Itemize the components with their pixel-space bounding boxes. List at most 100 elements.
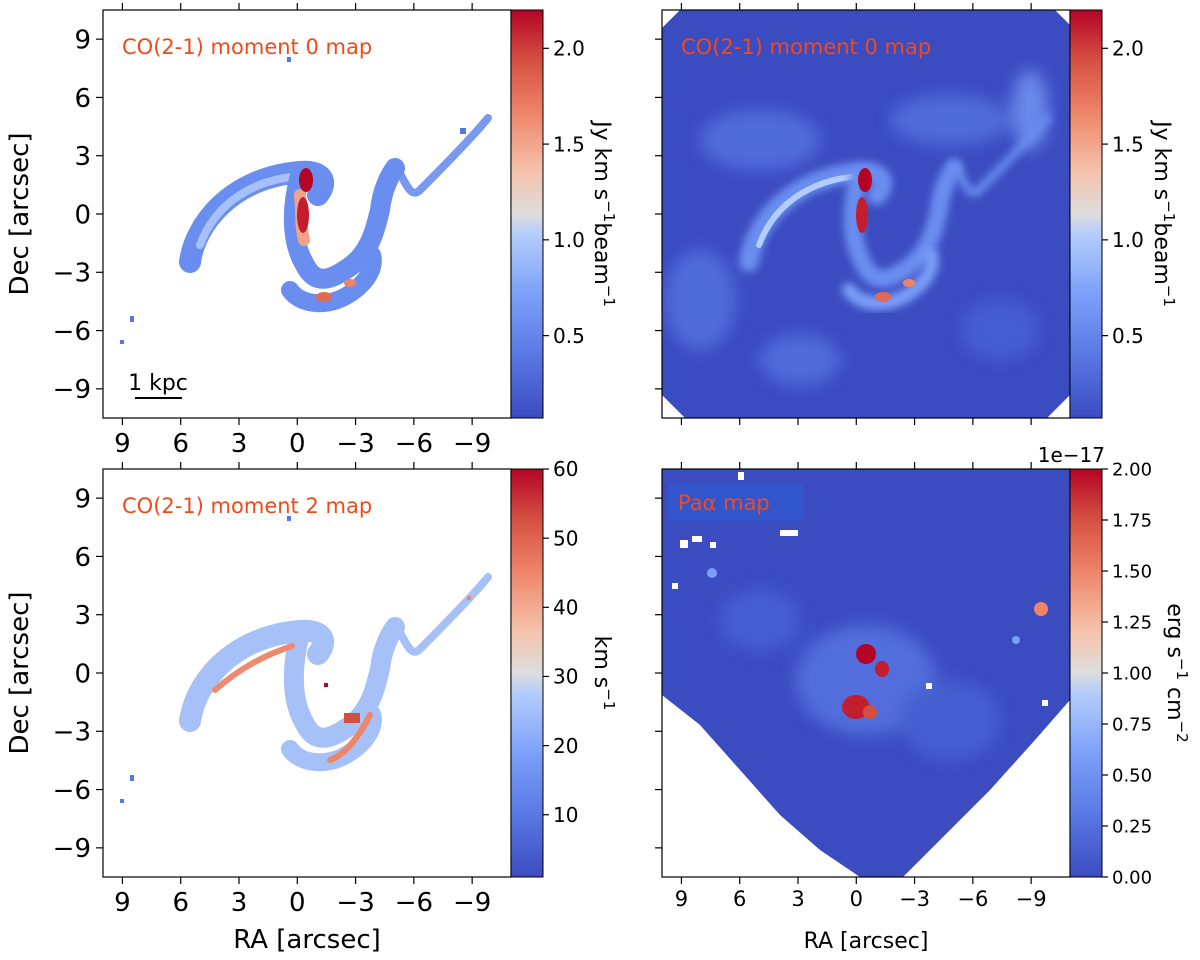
y-tick-label: −9 <box>53 834 91 864</box>
colorbar-gradient <box>1069 468 1103 878</box>
colorbar-ticks: 0.00 0.25 0.50 0.75 1.00 1.25 1.50 1.75 2.00 <box>1102 459 1152 888</box>
x-axis-label: RA [arcsec] <box>233 925 381 955</box>
colorbar-tick-label: 1.0 <box>1112 228 1144 252</box>
colorbar-label-part: −1 <box>1160 285 1178 307</box>
colorbar-tick-label: 1.75 <box>1112 510 1152 531</box>
panel-co-moment0-masked: 9 6 3 0 −3 −6 −9 9 6 3 0 −3 −6 −9 CO(2-1) moment 0 m… <box>5 3 618 459</box>
colorbar-tick-label: 10 <box>553 803 578 827</box>
diffuse-emission <box>665 70 1048 385</box>
colorbar: 0.51.01.52.0 Jy km s−1beam−1 <box>510 9 618 419</box>
x-tick-label: −6 <box>957 887 988 911</box>
point-sources <box>707 568 1048 719</box>
y-tick-label: 6 <box>74 84 91 114</box>
colorbar-tick-label: 1.5 <box>553 132 585 156</box>
x-tick-label: 6 <box>172 888 189 918</box>
colorbar: 0.00 0.25 0.50 0.75 1.00 1.25 1.50 1.75 2.00 erg… <box>1038 443 1191 888</box>
diffuse-emission <box>720 590 1000 760</box>
y-ticks: 9 6 3 0 −3 −6 −9 <box>53 26 103 405</box>
scalebar: 1 kpc <box>128 371 188 399</box>
colorbar: 10 20 30 40 50 60 km s−1 <box>510 457 618 878</box>
colorbar-label-part: −1 <box>1173 658 1191 680</box>
x-tick-label: −9 <box>453 429 491 459</box>
x-ticks <box>680 3 1032 425</box>
y-tick-label: 9 <box>74 485 91 515</box>
x-tick-label: −9 <box>1016 887 1047 911</box>
y-tick-label: −3 <box>53 259 91 289</box>
colorbar-tick-label: 0.00 <box>1112 867 1152 888</box>
colorbar-label-part: beam <box>589 222 614 284</box>
x-tick-label: 9 <box>675 887 688 911</box>
colorbar-ticks: 10 20 30 40 50 60 <box>543 457 578 827</box>
colorbar-tick-label: 1.50 <box>1112 561 1152 582</box>
colorbar-ticks: 0.5 1.0 1.5 2.0 <box>1102 37 1144 348</box>
y-ticks: 9 6 3 0 −3 −6 −9 <box>53 485 103 864</box>
x-tick-label: −9 <box>453 888 491 918</box>
map-image <box>103 10 511 418</box>
x-tick-label: 3 <box>231 888 248 918</box>
colorbar-tick-label: 2.0 <box>1112 37 1144 61</box>
colorbar-label-part: −1 <box>600 688 618 710</box>
colorbar-tick-label: 2.00 <box>1112 459 1152 480</box>
colorbar-gradient <box>510 468 544 878</box>
spiral-emission <box>739 114 1051 311</box>
colorbar-label: km s−1 <box>589 636 618 711</box>
y-axis-label: Dec [arcsec] <box>5 132 35 295</box>
x-axis-label: RA [arcsec] <box>804 929 929 954</box>
x-tick-label: 0 <box>850 887 863 911</box>
y-axis-label: Dec [arcsec] <box>5 591 35 754</box>
map-image <box>662 10 1070 418</box>
map-image <box>662 469 1070 877</box>
colorbar-tick-label: 20 <box>553 734 578 758</box>
x-tick-label: 6 <box>733 887 746 911</box>
x-tick-label: 3 <box>231 429 248 459</box>
colorbar-tick-label: 30 <box>553 665 578 689</box>
masked-pixels <box>672 472 1048 706</box>
colorbar-label-part: beam <box>1149 222 1174 284</box>
x-ticks: 9 6 3 0 −3 −6 −9 <box>675 462 1047 911</box>
x-tick-label: −6 <box>395 429 433 459</box>
y-tick-label: 0 <box>74 659 91 689</box>
x-ticks: 9 6 3 0 −3 −6 −9 <box>114 462 491 918</box>
colorbar-label-part: Jy km s <box>1149 119 1174 200</box>
panel-title: CO(2-1) moment 0 map <box>681 35 931 59</box>
y-tick-label: 9 <box>74 26 91 56</box>
y-ticks <box>655 38 662 390</box>
x-tick-label: 0 <box>289 429 306 459</box>
spiral-emission <box>120 516 492 803</box>
colorbar-label-part: −1 <box>1160 200 1178 222</box>
colorbar-gradient <box>1069 9 1103 419</box>
colorbar-tick-label: 0.5 <box>1112 324 1144 348</box>
y-tick-label: 0 <box>74 200 91 230</box>
x-tick-label: 9 <box>114 429 131 459</box>
y-tick-label: −6 <box>53 317 91 347</box>
y-tick-label: 6 <box>74 543 91 573</box>
colorbar-label: erg s−1 cm−2 <box>1162 603 1191 742</box>
colorbar-gradient <box>510 9 544 419</box>
colorbar-label-part: −1 <box>600 285 618 307</box>
x-tick-label: 6 <box>172 429 189 459</box>
y-tick-label: −6 <box>53 776 91 806</box>
panel-co-moment0-full: CO(2-1) moment 0 map 0.5 1.0 1.5 2.0 Jy km … <box>655 3 1178 425</box>
panel-title: CO(2-1) moment 2 map <box>122 494 372 518</box>
y-tick-label: −9 <box>53 375 91 405</box>
colorbar-tick-label: 40 <box>553 596 578 620</box>
colorbar-tick-label: 60 <box>553 457 578 481</box>
colorbar-tick-label: 1.25 <box>1112 612 1152 633</box>
x-tick-label: −3 <box>899 887 930 911</box>
colorbar-label-part: −1 <box>600 200 618 222</box>
colorbar-label-part: km s <box>589 636 614 689</box>
x-tick-label: −3 <box>336 888 374 918</box>
colorbar-tick-label: 0.75 <box>1112 714 1152 735</box>
colorbar-label-part: −2 <box>1173 721 1191 743</box>
colorbar-tick-label: 0.5 <box>553 324 585 348</box>
colorbar: 0.51.01.52.0 Jy km s−1beam−1 <box>1069 9 1178 419</box>
colorbar-tick-label: 1.0 <box>553 228 585 252</box>
colorbar-label: Jy km s−1beam−1 <box>589 119 618 307</box>
spiral-emission <box>120 57 492 344</box>
colorbar-offset: 1e−17 <box>1038 443 1105 467</box>
y-tick-label: 3 <box>74 601 91 631</box>
colorbar-tick-label: 0.50 <box>1112 765 1152 786</box>
colorbar-tick-label: 1.5 <box>1112 132 1144 156</box>
colorbar-tick-label: 1.00 <box>1112 663 1152 684</box>
